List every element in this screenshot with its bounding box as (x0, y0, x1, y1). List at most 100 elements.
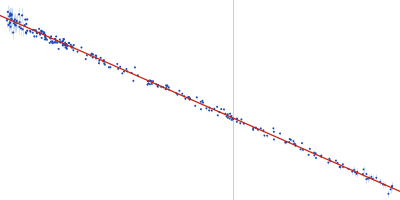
Point (186, 97, 193, 100)
Point (5, 10, 11, 13)
Point (155, 84, 161, 87)
Point (62, 44, 68, 47)
Point (12, 23, 18, 26)
Point (173, 92, 180, 95)
Point (57, 40, 64, 43)
Point (60, 44, 66, 47)
Point (147, 79, 154, 82)
Point (123, 67, 130, 71)
Point (166, 86, 172, 89)
Point (27, 30, 34, 33)
Point (59, 40, 66, 43)
Point (206, 109, 212, 112)
Point (47, 36, 53, 39)
Point (8, 13, 15, 16)
Point (162, 88, 169, 91)
Point (229, 117, 236, 120)
Point (69, 46, 75, 49)
Point (88, 52, 95, 55)
Point (52, 41, 58, 44)
Point (68, 43, 74, 46)
Point (224, 113, 231, 116)
Point (93, 54, 100, 57)
Point (299, 142, 305, 145)
Point (8, 14, 15, 17)
Point (181, 95, 187, 98)
Point (311, 151, 318, 154)
Point (42, 34, 48, 38)
Point (187, 97, 193, 100)
Point (12, 18, 18, 21)
Point (360, 168, 367, 171)
Point (62, 44, 69, 47)
Point (349, 170, 356, 173)
Point (146, 83, 153, 86)
Point (57, 41, 64, 44)
Point (70, 46, 76, 49)
Point (327, 159, 333, 162)
Point (206, 106, 213, 109)
Point (66, 41, 72, 44)
Point (252, 126, 259, 129)
Point (98, 56, 104, 59)
Point (292, 143, 298, 146)
Point (56, 47, 62, 50)
Point (8, 18, 15, 21)
Point (163, 84, 169, 87)
Point (255, 128, 261, 131)
Point (63, 46, 69, 49)
Point (14, 19, 20, 22)
Point (228, 114, 235, 118)
Point (101, 60, 108, 63)
Point (54, 41, 60, 44)
Point (351, 168, 357, 171)
Point (57, 41, 63, 44)
Point (218, 107, 224, 111)
Point (7, 12, 14, 15)
Point (93, 57, 99, 60)
Point (352, 171, 358, 174)
Point (90, 53, 96, 56)
Point (282, 141, 288, 144)
Point (23, 22, 30, 25)
Point (60, 42, 66, 45)
Point (13, 21, 20, 24)
Point (64, 47, 70, 50)
Point (271, 138, 277, 141)
Point (23, 32, 29, 35)
Point (158, 85, 164, 88)
Point (153, 83, 160, 86)
Point (7, 13, 14, 17)
Point (164, 84, 170, 87)
Point (22, 18, 28, 21)
Point (160, 86, 166, 89)
Point (174, 93, 181, 96)
Point (389, 185, 395, 188)
Point (271, 130, 277, 133)
Point (64, 44, 70, 47)
Point (92, 54, 99, 57)
Point (366, 176, 373, 179)
Point (30, 31, 36, 34)
Point (340, 165, 346, 169)
Point (363, 172, 370, 176)
Point (4, 19, 10, 22)
Point (70, 43, 77, 47)
Point (326, 157, 333, 160)
Point (100, 59, 107, 62)
Point (145, 82, 152, 85)
Point (52, 37, 58, 41)
Point (226, 117, 233, 120)
Point (182, 97, 188, 100)
Point (60, 43, 66, 46)
Point (96, 59, 102, 62)
Point (300, 148, 306, 151)
Point (38, 29, 44, 32)
Point (66, 41, 72, 45)
Point (24, 18, 30, 21)
Point (36, 27, 42, 30)
Point (100, 60, 106, 63)
Point (373, 176, 380, 179)
Point (16, 13, 22, 16)
Point (42, 38, 48, 41)
